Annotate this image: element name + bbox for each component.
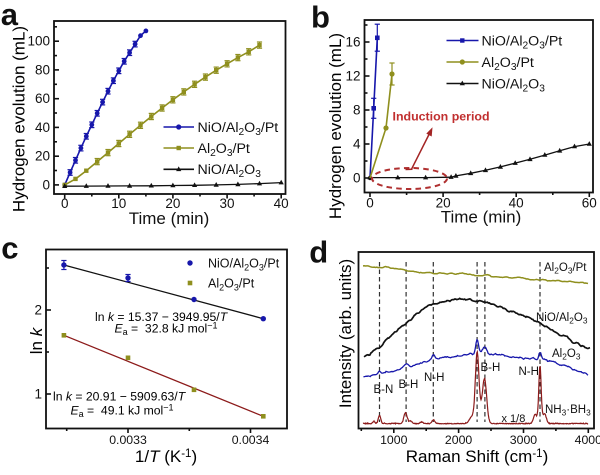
svg-text:NiO/Al2​O3​/Pt: NiO/Al2​O3​/Pt: [208, 257, 280, 273]
svg-text:8: 8: [353, 103, 361, 118]
svg-text:ln k = 20.91 − 5909.63/T: ln k = 20.91 − 5909.63/T: [53, 390, 187, 404]
svg-text:16: 16: [345, 35, 360, 50]
svg-text:NiO/Al2​O3​: NiO/Al2​O3​: [536, 312, 588, 326]
svg-text:4: 4: [353, 137, 361, 152]
svg-text:1: 1: [34, 387, 42, 402]
svg-text:B-N: B-N: [374, 384, 394, 396]
svg-text:4000: 4000: [575, 433, 600, 447]
svg-text:Ea = 32.8 kJ mol−1: Ea = 32.8 kJ mol−1: [115, 320, 218, 337]
svg-text:2: 2: [34, 303, 42, 318]
svg-text:N-H: N-H: [519, 366, 539, 378]
svg-text:NiO/Al2​O3​: NiO/Al2​O3​: [198, 162, 262, 180]
svg-text:Time (min): Time (min): [441, 208, 522, 227]
svg-text:x 1/8: x 1/8: [502, 413, 526, 425]
svg-text:Hydrogen evolution (mL): Hydrogen evolution (mL): [10, 26, 29, 212]
svg-text:Ea = 49.1 kJ mol−1: Ea = 49.1 kJ mol−1: [71, 403, 174, 420]
svg-text:0.0034: 0.0034: [232, 433, 270, 447]
svg-text:0: 0: [366, 196, 374, 211]
svg-text:Al2​O3​/Pt: Al2​O3​/Pt: [198, 141, 250, 159]
svg-text:0: 0: [61, 196, 69, 211]
svg-text:Al2​O3​/Pt: Al2​O3​/Pt: [544, 262, 587, 276]
svg-text:12: 12: [345, 69, 360, 84]
svg-text:0.0033: 0.0033: [109, 433, 147, 447]
svg-text:3000: 3000: [510, 433, 538, 447]
svg-text:b: b: [311, 0, 330, 35]
svg-text:B-H: B-H: [399, 379, 419, 391]
svg-text:1000: 1000: [380, 433, 408, 447]
svg-text:100: 100: [27, 34, 50, 49]
svg-text:ln k: ln k: [27, 326, 46, 354]
svg-text:60: 60: [582, 196, 597, 211]
svg-text:0: 0: [42, 177, 50, 192]
svg-text:40: 40: [35, 120, 50, 135]
svg-text:2000: 2000: [445, 433, 473, 447]
svg-text:Intensity (arb. units): Intensity (arb. units): [336, 259, 355, 408]
svg-text:60: 60: [35, 91, 50, 106]
svg-text:Al2​O3​/Pt: Al2​O3​/Pt: [482, 55, 534, 73]
svg-text:40: 40: [274, 196, 289, 211]
svg-text:NH3​·BH3​: NH3​·BH3​: [545, 404, 591, 418]
svg-text:20: 20: [35, 149, 50, 164]
svg-text:Hydrogen evolution (mL): Hydrogen evolution (mL): [326, 33, 345, 219]
svg-text:10: 10: [111, 196, 126, 211]
svg-text:NiO/Al2​O3​/Pt: NiO/Al2​O3​/Pt: [198, 120, 279, 138]
svg-text:B-H: B-H: [481, 362, 501, 374]
svg-text:c: c: [1, 230, 18, 265]
svg-text:0: 0: [353, 171, 361, 186]
svg-text:Induction period: Induction period: [393, 110, 490, 124]
svg-text:N-H: N-H: [424, 372, 444, 384]
svg-text:80: 80: [35, 62, 50, 77]
svg-text:NiO/Al2​O3​/Pt: NiO/Al2​O3​/Pt: [482, 33, 563, 51]
svg-text:d: d: [309, 235, 328, 270]
svg-text:NiO/Al2​O3​: NiO/Al2​O3​: [482, 76, 546, 94]
svg-text:Raman Shift (cm-1): Raman Shift (cm-1): [406, 447, 549, 466]
svg-text:Al2​O3​/Pt: Al2​O3​/Pt: [208, 277, 255, 293]
svg-text:30: 30: [220, 196, 235, 211]
svg-text:Time (min): Time (min): [129, 209, 210, 228]
